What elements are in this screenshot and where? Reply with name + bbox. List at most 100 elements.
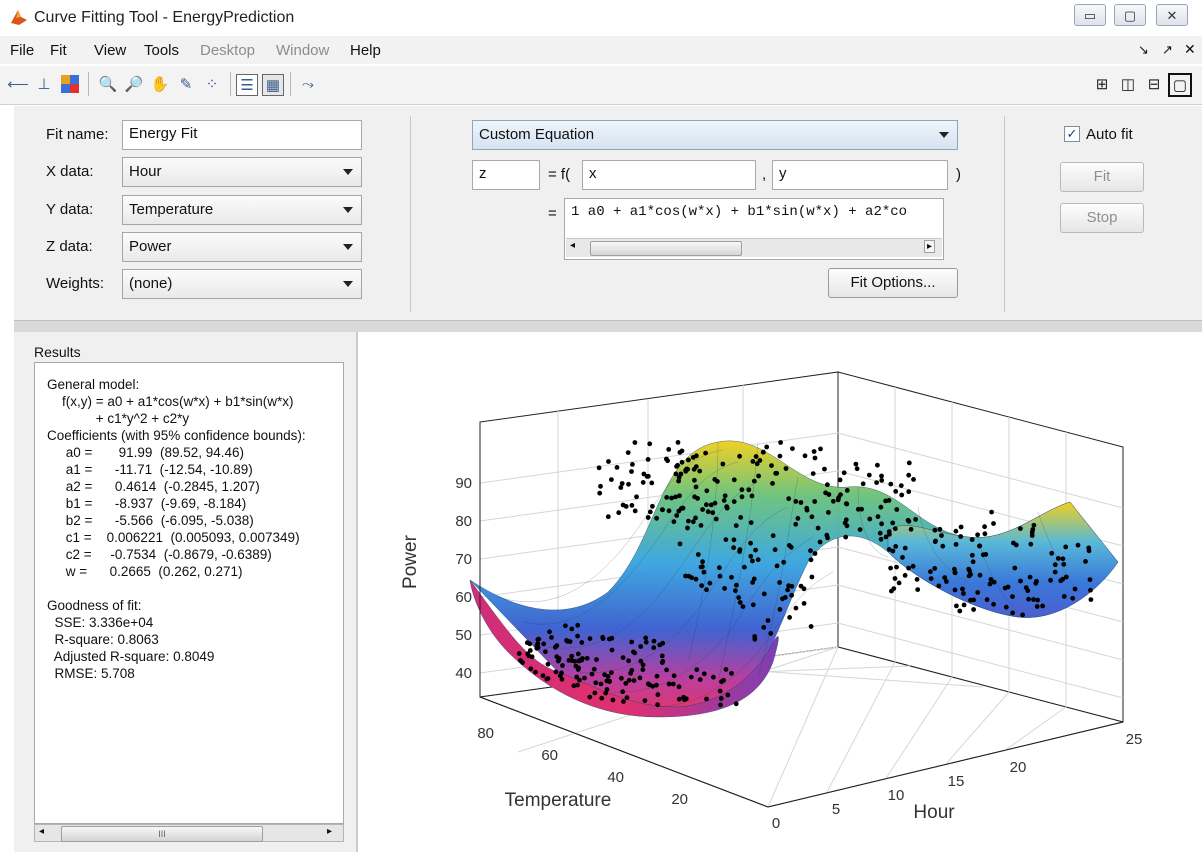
maximize-button[interactable]: ▢ [1114,4,1146,26]
data-point [905,517,911,523]
z-data-value: Power [129,238,172,255]
title-bar [0,0,1202,36]
dock-arrow-icon[interactable]: ↘ [1138,42,1149,57]
scroll-left-icon[interactable]: ◂ [570,240,576,251]
close-button[interactable]: ✕ [1156,4,1188,26]
data-point [1060,556,1066,562]
temperature-axis-label: Temperature [505,790,612,811]
equation-horizontal-scrollbar[interactable]: ◂ ▸ [566,238,942,257]
independent-variable-y-input[interactable]: y [772,160,948,190]
menu-help[interactable]: Help [350,42,381,59]
data-point [837,477,843,483]
data-point [888,565,893,571]
menu-window[interactable]: Window [276,42,330,59]
exclude-points-icon[interactable]: ⁘ [205,76,219,93]
pan-arrow-icon[interactable]: ⟵ [7,76,29,93]
scroll-thumb[interactable]: III [61,826,263,842]
scroll-right-icon[interactable]: ▸ [327,826,333,837]
data-point [559,670,564,676]
menu-fit[interactable]: Fit [50,42,67,59]
weights-select[interactable]: (none) [122,269,362,299]
data-tip-icon[interactable]: ✎ [179,76,193,93]
panel-separator [410,116,411,312]
residuals-plot-icon[interactable]: ⤳ [301,75,314,93]
menu-desktop[interactable]: Desktop [200,42,256,59]
data-cursor-icon[interactable]: ⊥ [37,76,51,93]
menu-file[interactable]: File [10,42,35,59]
data-point [540,673,546,678]
results-line: w = 0.2665 (0.262, 0.271) [47,564,243,579]
data-point [802,453,808,459]
y-data-select[interactable]: Temperature [122,195,362,225]
surface-plot-area[interactable]: 90 80 70 60 50 40 80 60 40 20 0 5 10 15 20 25 Power Tem… [358,332,1202,852]
data-point [1061,594,1067,599]
data-point [812,455,818,461]
close-x-icon[interactable]: ✕ [1184,41,1196,57]
data-point [664,495,670,500]
data-point [859,506,864,512]
data-point [786,583,791,589]
menu-tools[interactable]: Tools [144,42,180,59]
layout-grid-icon[interactable]: ⊞ [1095,76,1109,93]
data-point [786,496,792,502]
data-point [638,658,644,664]
data-point [679,506,684,511]
data-point [808,557,814,563]
independent-variable-x-input[interactable]: x [582,160,756,190]
auto-fit-checkbox[interactable]: ✓ [1064,126,1080,142]
data-point [933,538,938,544]
results-line: Goodness of fit: [47,598,142,613]
scroll-left-icon[interactable]: ◂ [39,826,45,837]
data-point [676,475,682,480]
data-point [748,540,753,546]
data-point [676,684,682,690]
z-data-select[interactable]: Power [122,232,362,262]
data-point [720,461,726,467]
layout-rows-icon[interactable]: ⊟ [1147,76,1161,93]
data-point [906,489,912,495]
colormap-icon[interactable] [58,72,82,96]
hand-pan-icon[interactable]: ✋ [150,76,170,93]
data-point [516,651,522,656]
minimize-button[interactable]: ▭ [1074,4,1106,26]
layout-columns-icon[interactable]: ◫ [1120,76,1136,93]
menu-view[interactable]: View [94,42,127,59]
data-point [575,651,581,657]
data-point [650,503,655,509]
fit-options-button[interactable]: Fit Options... [828,268,958,298]
scroll-right-icon[interactable]: ▸ [924,240,936,253]
tick-label: 10 [888,787,905,804]
data-point [638,644,644,649]
data-point [857,527,863,532]
data-point [906,460,912,466]
scroll-thumb[interactable] [590,241,742,256]
fit-name-input[interactable]: Energy Fit [122,120,362,150]
results-horizontal-scrollbar[interactable]: ◂ III ▸ [34,824,344,842]
grid-icon[interactable]: ▦ [262,74,284,96]
dependent-variable-input[interactable]: z [472,160,540,190]
data-point [631,678,637,683]
x-data-select[interactable]: Hour [122,157,362,187]
data-point [913,517,918,522]
results-plot-splitter[interactable] [356,332,359,852]
data-point [731,537,737,543]
undock-arrow-icon[interactable]: ↗ [1162,42,1173,57]
data-point [1083,559,1088,564]
tick-label: 0 [772,815,780,832]
zoom-out-icon[interactable]: 🔎 [124,76,144,93]
data-point [606,459,611,464]
layout-single-icon[interactable]: ▢ [1168,73,1192,97]
data-point [1012,565,1018,571]
legend-icon[interactable]: ☰ [236,74,258,96]
axis-ticks: 90 80 70 60 50 40 80 60 40 20 0 5 10 15 20 25 [455,475,1142,832]
equation-type-select[interactable]: Custom Equation [472,120,958,150]
zoom-in-icon[interactable]: 🔍 [98,76,118,93]
fit-button[interactable]: Fit [1060,162,1144,192]
data-point [774,563,780,569]
data-point [697,677,703,682]
data-point [1034,604,1040,609]
stop-button[interactable]: Stop [1060,203,1144,233]
data-point [654,515,659,521]
results-text-area[interactable]: General model: f(x,y) = a0 + a1*cos(w*x)… [34,362,344,824]
data-point [698,523,704,528]
